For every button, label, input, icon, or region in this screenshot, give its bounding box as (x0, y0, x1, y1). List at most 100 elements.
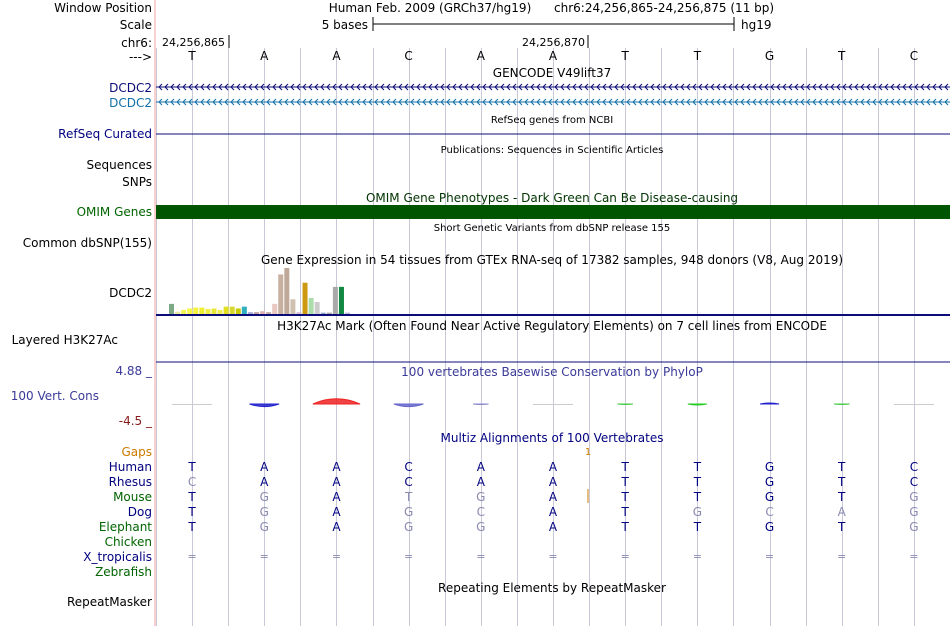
gene-dcdc2-label-1[interactable]: DCDC2 (109, 81, 152, 95)
strand-chevron (158, 83, 163, 91)
strand-chevron (344, 98, 349, 106)
strand-chevron (698, 83, 703, 91)
strand-chevron (536, 83, 541, 91)
100-vert-cons-label[interactable]: 100 Vert. Cons (10, 389, 99, 403)
gaps-label[interactable]: Gaps (121, 445, 152, 459)
strand-chevron (614, 98, 619, 106)
strand-label: ---> (128, 50, 152, 64)
strand-chevron (530, 98, 535, 106)
aligned-base: T (838, 460, 846, 474)
strand-chevron (602, 98, 607, 106)
strand-chevron (884, 83, 889, 91)
scale-label: Scale (119, 18, 152, 32)
aligned-base: A (260, 460, 269, 474)
strand-chevron (650, 83, 655, 91)
strand-chevron (284, 83, 289, 91)
strand-chevron (332, 83, 337, 91)
strand-chevron (746, 98, 751, 106)
strand-chevron (728, 83, 733, 91)
aligned-base: G (764, 475, 775, 489)
gene-dcdc2-gencode-line[interactable] (156, 83, 950, 91)
strand-chevron (194, 98, 199, 106)
strand-chevron (830, 83, 835, 91)
repeatmasker-label[interactable]: RepeatMasker (66, 595, 152, 609)
species-label[interactable]: Dog (127, 505, 152, 519)
aligned-base: A (332, 505, 341, 519)
strand-chevron (242, 83, 247, 91)
strand-chevron (938, 98, 943, 106)
aligned-base: T (838, 475, 846, 489)
strand-chevron (896, 83, 901, 91)
strand-chevron (920, 98, 925, 106)
strand-chevron (812, 83, 817, 91)
species-label[interactable]: Rhesus (108, 475, 152, 489)
species-label[interactable]: X_tropicalis (83, 550, 152, 564)
aligned-base: = (476, 550, 486, 563)
strand-chevron (188, 98, 193, 106)
publications-track-title: Publications: Sequences in Scientific Ar… (440, 145, 664, 156)
species-label[interactable]: Elephant (98, 520, 152, 534)
strand-chevron (704, 98, 709, 106)
scale-bar (372, 17, 735, 31)
gtex-bar-chart[interactable] (169, 268, 351, 314)
omim-genes-label[interactable]: OMIM Genes (76, 205, 152, 219)
aligned-base: = (837, 550, 847, 563)
aligned-base: T (693, 490, 702, 504)
aligned-base: = (692, 550, 702, 563)
strand-chevron (494, 98, 499, 106)
strand-chevron (800, 83, 805, 91)
strand-chevron (416, 98, 421, 106)
gtex-tissue-bar (260, 311, 266, 314)
strand-chevron (680, 83, 685, 91)
common-dbsnp-label[interactable]: Common dbSNP(155) (22, 236, 152, 250)
aligned-base: T (188, 460, 196, 474)
strand-chevron (530, 83, 535, 91)
strand-chevron (386, 98, 391, 106)
strand-chevron (326, 83, 331, 91)
strand-chevron (296, 83, 301, 91)
coord-mid: 24,256,870 (522, 36, 585, 49)
aligned-base: C (476, 505, 485, 519)
strand-chevron (692, 83, 697, 91)
snps-label[interactable]: SNPs (122, 175, 152, 189)
strand-chevron (896, 98, 901, 106)
strand-chevron (158, 98, 163, 106)
aligned-base: G (764, 520, 775, 534)
gene-dcdc2-label-2[interactable]: DCDC2 (109, 96, 152, 110)
gtex-tissue-bar (326, 312, 332, 314)
species-label[interactable]: Human (108, 460, 152, 474)
gene-dcdc2-gencode-line-2[interactable] (156, 98, 950, 106)
strand-chevron (380, 83, 385, 91)
strand-chevron (578, 83, 583, 91)
phylop-marks[interactable] (172, 398, 934, 408)
strand-chevron (728, 98, 733, 106)
strand-chevron (794, 83, 799, 91)
gtex-gene-label[interactable]: DCDC2 (109, 286, 152, 300)
strand-chevron (866, 83, 871, 91)
sequences-label[interactable]: Sequences (86, 158, 152, 172)
strand-chevron (260, 83, 265, 91)
aligned-base: G (764, 460, 775, 474)
strand-chevron (368, 83, 373, 91)
species-label[interactable]: Mouse (113, 490, 152, 504)
species-label[interactable]: Chicken (104, 535, 152, 549)
layered-h3k27ac-label[interactable]: Layered H3K27Ac (11, 333, 118, 347)
strand-chevron (608, 83, 613, 91)
phylop-score-mark (472, 403, 489, 406)
gtex-tissue-bar (193, 307, 199, 314)
strand-chevron (470, 83, 475, 91)
strand-chevron (644, 83, 649, 91)
omim-gene-bar[interactable] (156, 205, 950, 219)
strand-chevron (482, 98, 487, 106)
strand-chevron (842, 98, 847, 106)
species-label[interactable]: Zebrafish (95, 565, 152, 579)
strand-chevron (800, 98, 805, 106)
strand-chevron (266, 98, 271, 106)
aligned-base: T (188, 520, 196, 534)
strand-chevron (224, 83, 229, 91)
ref-base: A (332, 49, 341, 63)
refseq-curated-label[interactable]: RefSeq Curated (58, 127, 152, 141)
strand-chevron (254, 98, 259, 106)
